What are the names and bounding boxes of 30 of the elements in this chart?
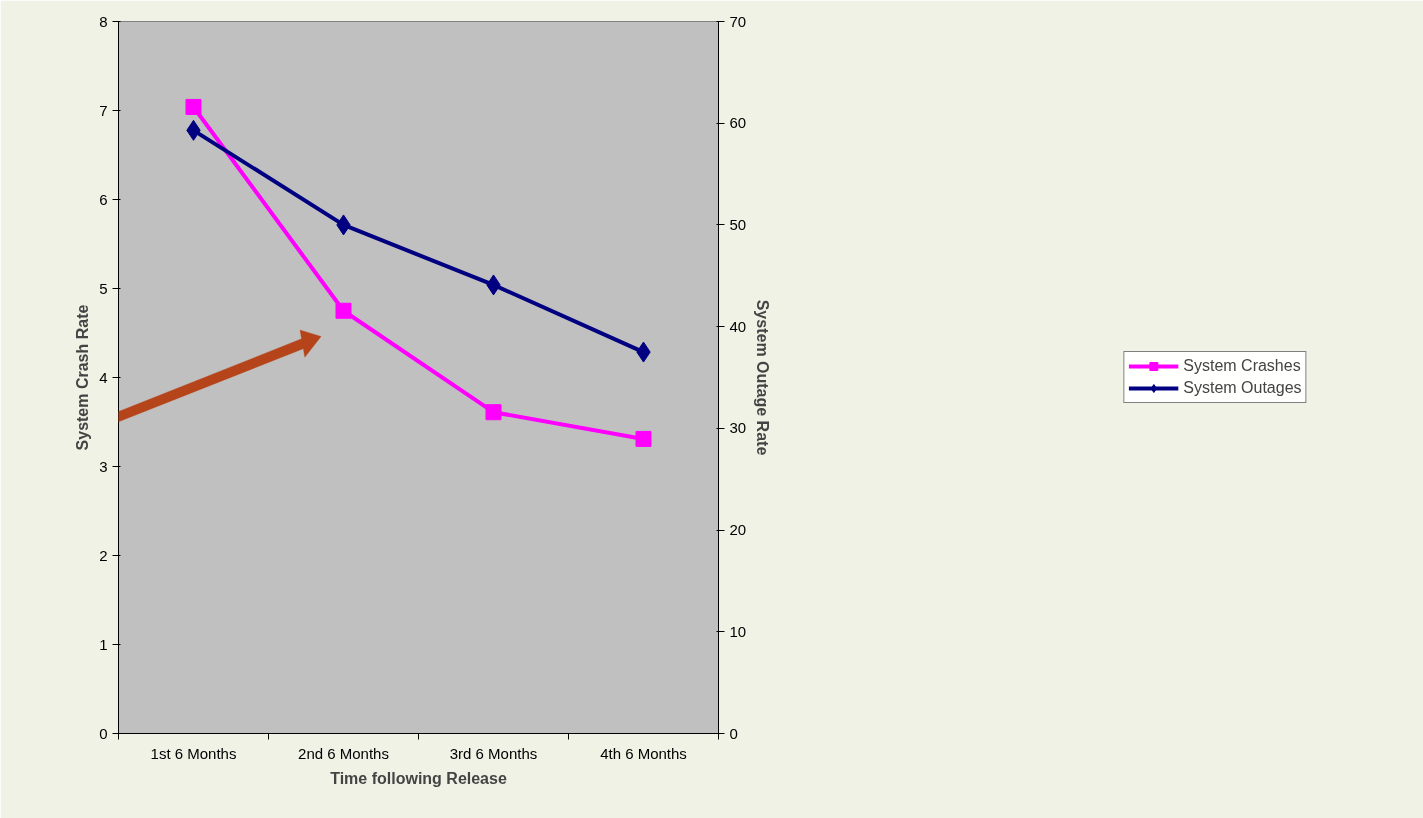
y-tick-label: 3 bbox=[99, 457, 108, 475]
point bbox=[485, 404, 502, 421]
y2-axis-title: System Outage Rate bbox=[754, 299, 772, 456]
y-tick-label: 1 bbox=[99, 635, 108, 653]
y2-tick-label: 50 bbox=[729, 215, 747, 233]
y-axis-title: System Crash Rate bbox=[74, 304, 92, 451]
x-tick-label: 1st 6 Months bbox=[150, 744, 237, 762]
x-tick-label: 2nd 6 Months bbox=[298, 744, 389, 762]
y2-tick-label: 0 bbox=[729, 724, 738, 742]
y2-tick-label: 30 bbox=[729, 419, 747, 437]
x-axis-title: Time following Release bbox=[330, 769, 507, 787]
y-tick-label: 5 bbox=[99, 279, 108, 297]
y2-tick-label: 60 bbox=[729, 114, 747, 132]
point bbox=[335, 302, 352, 319]
point bbox=[635, 430, 652, 447]
legend-label: System Crashes bbox=[1183, 357, 1301, 375]
y-tick-label: 0 bbox=[99, 724, 108, 742]
y-tick-label: 7 bbox=[99, 101, 108, 119]
y2-tick-label: 70 bbox=[729, 12, 747, 30]
y-tick-label: 2 bbox=[99, 546, 108, 564]
y-tick-label: 4 bbox=[99, 368, 108, 386]
y-tick-label: 6 bbox=[99, 190, 108, 208]
y2-tick-label: 20 bbox=[729, 521, 747, 539]
y2-tick-label: 10 bbox=[729, 622, 747, 640]
y2-tick-label: 40 bbox=[729, 317, 747, 335]
x-tick-label: 4th 6 Months bbox=[600, 744, 687, 762]
point bbox=[185, 98, 202, 115]
legend-label: System Outages bbox=[1183, 379, 1302, 397]
x-tick-label: 3rd 6 Months bbox=[449, 744, 538, 762]
y-tick-label: 8 bbox=[99, 12, 108, 30]
